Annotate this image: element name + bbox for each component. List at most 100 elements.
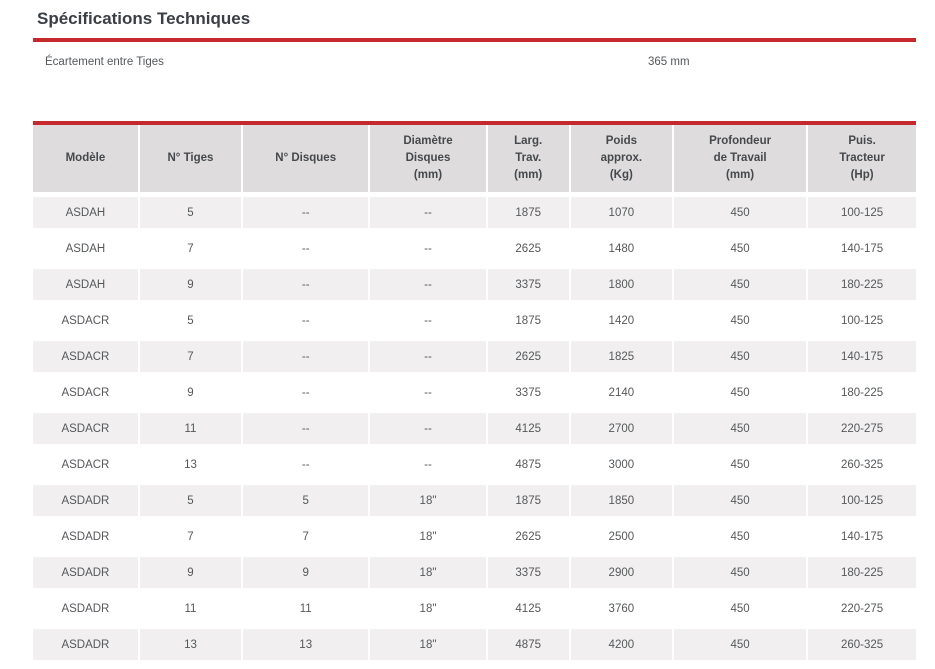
table-row: ASDADR 7 7 18" 2625 2500 450 140-175 [33, 521, 916, 557]
table-cell: 1070 [570, 197, 674, 233]
table-cell: 450 [674, 593, 809, 629]
column-header-line: Trav. [515, 151, 542, 164]
table-cell: -- [243, 413, 371, 449]
table-cell: 7 [139, 521, 244, 557]
table-cell: ASDAH [33, 233, 140, 269]
table-cell: 450 [674, 341, 809, 377]
table-cell: -- [370, 413, 488, 449]
table-cell: 13 [139, 629, 244, 665]
table-cell: 2500 [570, 521, 674, 557]
table-cell: 3760 [570, 593, 674, 629]
table-cell: 9 [139, 557, 244, 593]
table-row: ASDACR 13 -- -- 4875 3000 450 260-325 [33, 449, 916, 485]
page-title: Spécifications Techniques [37, 9, 251, 28]
table-cell: ASDADR [33, 521, 140, 557]
table-cell: 18" [370, 521, 488, 557]
column-header-line: Profondeur [709, 134, 772, 147]
table-row: ASDAH 5 -- -- 1875 1070 450 100-125 [33, 197, 916, 233]
table-cell: 220-275 [808, 593, 916, 629]
table-cell: 1800 [570, 269, 674, 305]
table-cell: 4125 [487, 593, 571, 629]
tine-spacing-label: Écartement entre Tiges [45, 56, 164, 68]
column-header: Profondeur de Travail (mm) [674, 125, 809, 197]
table-cell: 2900 [570, 557, 674, 593]
table-cell: ASDADR [33, 557, 140, 593]
table-row: ASDACR 5 -- -- 1875 1420 450 100-125 [33, 305, 916, 341]
table-cell: 100-125 [808, 485, 916, 521]
table-cell: 1420 [570, 305, 674, 341]
table-cell: 2625 [487, 341, 571, 377]
table-cell: 180-225 [808, 557, 916, 593]
table-cell: 260-325 [808, 629, 916, 665]
table-row: ASDADR 5 5 18" 1875 1850 450 100-125 [33, 485, 916, 521]
table-cell: 11 [139, 593, 244, 629]
table-cell: 7 [139, 233, 244, 269]
table-cell: 450 [674, 557, 809, 593]
table-row: ASDACR 7 -- -- 2625 1825 450 140-175 [33, 341, 916, 377]
tine-spacing-table: Écartement entre Tiges 365 mm [33, 38, 916, 94]
table-cell: 9 [139, 377, 244, 413]
table-cell: ASDADR [33, 629, 140, 665]
table-cell: 260-325 [808, 449, 916, 485]
table-cell: ASDACR [33, 341, 140, 377]
table-cell: 4200 [570, 629, 674, 665]
column-header-line: (mm) [514, 169, 543, 182]
table-row: ASDADR 13 13 18" 4875 4200 450 260-325 [33, 629, 916, 665]
table-cell: -- [243, 197, 371, 233]
table-row: ASDACR 11 -- -- 4125 2700 450 220-275 [33, 413, 916, 449]
column-header-line: Tracteur [839, 151, 885, 164]
spec-table-header-row: Modèle N° Tiges N° Disques Diamètre Disques (… [33, 125, 916, 197]
table-cell: 11 [139, 413, 244, 449]
column-header-line: N° Tiges [167, 151, 214, 164]
table-cell: ASDACR [33, 377, 140, 413]
table-cell: 18" [370, 629, 488, 665]
column-header-line: de Travail [713, 151, 767, 164]
table-cell: 13 [139, 449, 244, 485]
table-cell: 11 [243, 593, 371, 629]
table-cell: -- [370, 341, 488, 377]
tine-spacing-value: 365 mm [647, 56, 690, 68]
table-cell: 450 [674, 485, 809, 521]
table-cell: 1850 [570, 485, 674, 521]
table-cell: 140-175 [808, 233, 916, 269]
table-cell: 3375 [487, 377, 571, 413]
table-row: ASDADR 9 9 18" 3375 2900 450 180-225 [33, 557, 916, 593]
table-cell: 3375 [487, 269, 571, 305]
column-header-line: N° Disques [275, 151, 337, 164]
table-cell: 3375 [487, 557, 571, 593]
table-cell: 140-175 [808, 521, 916, 557]
table-cell: -- [370, 233, 488, 269]
table-cell: 2625 [487, 233, 571, 269]
table-cell: 450 [674, 413, 809, 449]
table-cell: 450 [674, 269, 809, 305]
table-cell: -- [370, 449, 488, 485]
table-cell: 450 [674, 377, 809, 413]
table-cell: -- [370, 197, 488, 233]
table-cell: 4125 [487, 413, 571, 449]
table-cell: ASDAH [33, 197, 140, 233]
table-cell: 18" [370, 557, 488, 593]
table-cell: 140-175 [808, 341, 916, 377]
table-cell: 2140 [570, 377, 674, 413]
table-cell: 1875 [487, 197, 571, 233]
table-cell: -- [243, 233, 371, 269]
tine-spacing-row: Écartement entre Tiges 365 mm [33, 40, 916, 94]
table-cell: -- [243, 449, 371, 485]
table-cell: 180-225 [808, 377, 916, 413]
table-cell: 5 [139, 485, 244, 521]
table-cell: -- [243, 377, 371, 413]
table-cell: 3000 [570, 449, 674, 485]
table-cell: -- [243, 341, 371, 377]
table-cell: 1875 [487, 485, 571, 521]
table-cell: 450 [674, 305, 809, 341]
table-cell: -- [370, 269, 488, 305]
column-header-line: Puis. [848, 134, 876, 147]
column-header: N° Tiges [139, 125, 244, 197]
table-cell: 1825 [570, 341, 674, 377]
table-cell: 450 [674, 449, 809, 485]
column-header: Diamètre Disques (mm) [370, 125, 488, 197]
table-row: ASDACR 9 -- -- 3375 2140 450 180-225 [33, 377, 916, 413]
table-cell: 9 [243, 557, 371, 593]
column-header-line: Poids [605, 134, 637, 147]
